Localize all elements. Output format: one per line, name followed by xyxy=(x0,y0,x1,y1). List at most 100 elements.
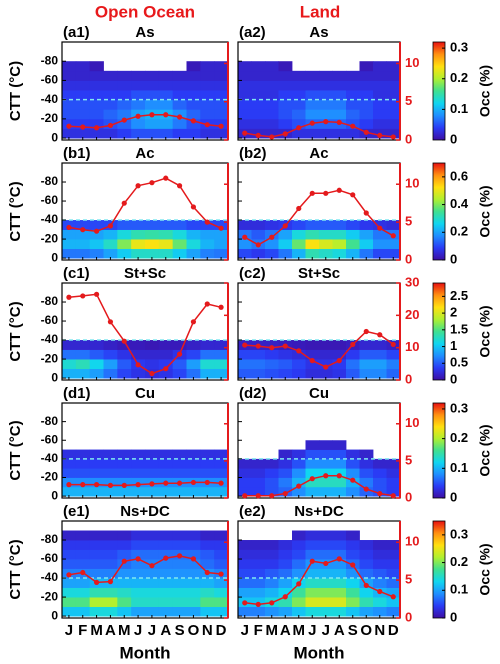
heatmap-cell xyxy=(200,458,215,469)
colorbar-tick-label: 0.3 xyxy=(450,526,468,541)
data-point xyxy=(390,594,396,600)
heatmap-cell xyxy=(103,606,118,617)
heatmap-cell xyxy=(332,468,347,478)
heatmap-cell xyxy=(75,449,91,460)
heatmap-cell xyxy=(332,248,347,259)
heatmap-cell xyxy=(238,248,252,259)
heatmap-cell xyxy=(172,578,187,588)
panel-label: (d2) xyxy=(239,385,267,402)
heatmap-cell xyxy=(292,229,306,240)
heatmap-cell xyxy=(292,70,306,81)
heatmap-cell xyxy=(145,449,160,460)
heatmap-cell xyxy=(145,359,160,369)
heatmap-cell xyxy=(103,449,118,460)
data-point xyxy=(336,119,342,125)
heatmap-cell xyxy=(145,587,160,598)
heatmap-cell xyxy=(200,449,215,460)
heatmap-cell xyxy=(75,559,91,569)
heatmap-cell xyxy=(103,229,118,240)
y-tick-label: -20 xyxy=(41,470,59,484)
heatmap-cell xyxy=(238,458,252,469)
panel-label: (e2) xyxy=(239,503,266,520)
heatmap-cell xyxy=(158,549,174,560)
heatmap-cell xyxy=(186,468,201,478)
heatmap-cell xyxy=(131,559,146,569)
heatmap-cell xyxy=(200,359,215,369)
heatmap-cell xyxy=(292,90,306,101)
heatmap-cell xyxy=(373,229,387,240)
heatmap-cell xyxy=(75,220,91,230)
heatmap-cell xyxy=(75,128,91,139)
heatmap-cell xyxy=(200,80,215,91)
heatmap-cell xyxy=(158,128,174,139)
data-point xyxy=(121,558,127,564)
heatmap-cell xyxy=(200,239,215,249)
data-point xyxy=(107,482,114,488)
heatmap-cell xyxy=(373,99,387,110)
heatmap-cell xyxy=(278,90,293,101)
heatmap-cell xyxy=(89,248,104,259)
heatmap-cell xyxy=(251,359,266,369)
heatmap-cell xyxy=(292,530,306,541)
data-point xyxy=(309,558,315,564)
heatmap-cell xyxy=(251,368,266,379)
heatmap-cell xyxy=(265,220,279,230)
data-point xyxy=(163,480,169,486)
data-point xyxy=(121,117,127,123)
heatmap-cell xyxy=(359,587,374,598)
heatmap-cell xyxy=(89,220,104,230)
heatmap-cell xyxy=(346,578,360,588)
heatmap-cell xyxy=(214,239,229,249)
heatmap-cell xyxy=(278,458,293,469)
panel-title: Ns+DC xyxy=(120,503,170,520)
heatmap-cell xyxy=(346,349,360,360)
heatmap-cell xyxy=(238,368,252,379)
heatmap-cell xyxy=(359,229,374,240)
heatmap-cell xyxy=(158,468,174,478)
heatmap-cell xyxy=(278,587,293,598)
data-point xyxy=(80,482,86,488)
heatmap-cell xyxy=(89,449,104,460)
heatmap-cell xyxy=(214,578,229,588)
heatmap-cell xyxy=(89,468,104,478)
colorbar-label: Occ (%) xyxy=(477,185,493,237)
heatmap-cell xyxy=(117,229,132,240)
y-tick-label: -20 xyxy=(41,351,59,365)
heatmap-cell xyxy=(359,597,374,607)
colorbar-tick-label: 2.5 xyxy=(450,288,468,303)
heatmap-cell xyxy=(319,368,333,379)
heatmap-cell xyxy=(62,486,77,497)
data-point xyxy=(176,553,183,559)
colorbar xyxy=(432,282,446,381)
data-point xyxy=(336,358,342,364)
data-point xyxy=(107,579,114,585)
heatmap-cell xyxy=(373,468,387,478)
heatmap-cell xyxy=(265,80,279,91)
heatmap-cell xyxy=(292,248,306,259)
x-tick-label: S xyxy=(348,622,358,639)
heatmap-cell xyxy=(103,109,118,120)
data-point xyxy=(255,493,261,499)
heatmap-cell xyxy=(145,229,160,240)
data-point xyxy=(269,345,275,351)
heatmap-cell xyxy=(89,549,104,560)
heatmap-cell xyxy=(238,80,252,91)
heatmap-cell xyxy=(172,128,187,139)
heatmap-cell xyxy=(131,239,146,249)
data-point xyxy=(135,556,141,562)
heatmap-cell xyxy=(75,239,91,249)
heatmap-cell xyxy=(305,90,320,101)
heatmap-cell xyxy=(292,449,306,460)
heatmap-cell xyxy=(186,359,201,369)
heatmap-cell xyxy=(89,359,104,369)
heatmap-cell xyxy=(186,530,201,541)
heatmap-cell xyxy=(214,549,229,560)
x-axis-label: Month xyxy=(294,643,345,662)
heatmap-cell xyxy=(265,559,279,569)
heatmap-cell xyxy=(158,449,174,460)
heatmap-cell xyxy=(62,359,77,369)
heatmap-cell xyxy=(158,70,174,81)
heatmap-cell xyxy=(359,468,374,478)
heatmap-cell xyxy=(145,486,160,497)
heatmap-cell xyxy=(359,549,374,560)
